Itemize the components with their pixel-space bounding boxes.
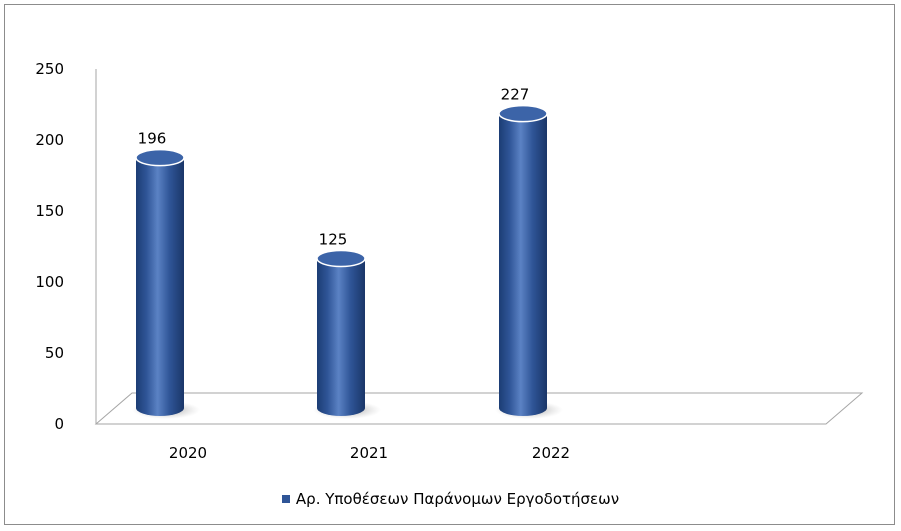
- x-tick-label-2020: 2020: [169, 444, 207, 462]
- y-tick-labels: 0 50 100 150 200 250: [35, 60, 64, 433]
- bar-2021: [313, 249, 381, 419]
- data-label-2021: 125: [319, 231, 348, 249]
- bar-top: [498, 104, 548, 123]
- bar-top: [316, 249, 366, 268]
- x-tick-label-2021: 2021: [350, 444, 388, 462]
- bars: 196 125 227: [132, 86, 563, 419]
- legend: Αρ. Υποθέσεων Παράνομων Εργοδοτήσεων: [0, 490, 901, 508]
- bar-2022: [495, 104, 563, 419]
- bar-body: [317, 258, 365, 416]
- y-tick-label: 50: [45, 344, 64, 362]
- x-tick-label-2022: 2022: [532, 444, 570, 462]
- y-tick-label: 250: [35, 60, 64, 78]
- x-tick-labels: 2020 2021 2022: [169, 444, 570, 462]
- legend-swatch: [281, 495, 290, 503]
- data-label-2022: 227: [501, 86, 530, 104]
- y-tick-label: 0: [54, 415, 64, 433]
- legend-label: Αρ. Υποθέσεων Παράνομων Εργοδοτήσεων: [295, 490, 620, 508]
- y-tick-label: 100: [35, 273, 64, 291]
- bar-body: [136, 157, 184, 416]
- bar-top: [135, 148, 185, 167]
- data-label-2020: 196: [138, 130, 167, 148]
- chart-floor: [94, 392, 864, 425]
- bar-2020: [132, 148, 200, 419]
- y-tick-label: 150: [35, 202, 64, 220]
- bar-body: [499, 113, 547, 416]
- y-tick-label: 200: [35, 131, 64, 149]
